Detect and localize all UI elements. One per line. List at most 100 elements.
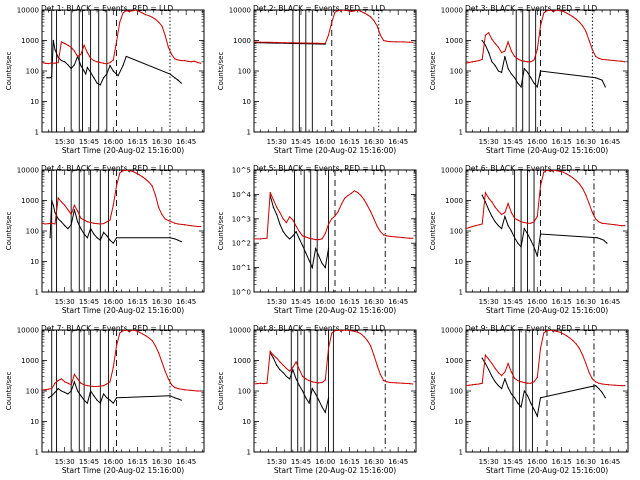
lld-point (510, 50, 512, 52)
lld-point (488, 358, 490, 360)
events-point (501, 387, 503, 390)
lld-point (520, 381, 522, 383)
events-point (539, 70, 542, 72)
lld-point (141, 176, 144, 178)
lld-point (501, 213, 503, 216)
lld-point (83, 44, 85, 46)
lld-point (501, 374, 503, 377)
lld-point (562, 333, 564, 335)
y-tick-label: 100 (450, 388, 463, 396)
lld-point (167, 219, 169, 222)
events-point (73, 209, 75, 211)
events-point (520, 86, 522, 88)
lld-point (624, 385, 626, 387)
detector-panel-3: Det 3: BLACK = Events, RED = LLD 1 10 100 10… (429, 4, 629, 155)
lld-point (83, 219, 85, 221)
lld-point (305, 236, 307, 238)
events-point (539, 233, 542, 235)
events-line (481, 40, 606, 89)
x-tick-label: 16:30 (576, 138, 596, 146)
y-tick-label: 1 (35, 129, 39, 137)
lld-point (389, 235, 391, 237)
lld-point (572, 177, 574, 179)
lld-point (51, 62, 53, 64)
x-axis-label: Start Time (20-Aug-02 15:16:00) (62, 466, 184, 475)
y-tick-label: 10^0 (232, 289, 251, 297)
lld-point (598, 57, 600, 59)
lld-point (316, 42, 318, 44)
lld-point (408, 237, 411, 239)
x-tick-label: 16:00 (315, 138, 335, 146)
events-point (90, 390, 92, 392)
y-tick-label: 1 (35, 289, 39, 297)
lld-point (340, 10, 343, 11)
lld-point (379, 230, 381, 233)
y-tick-label: 10^4 (232, 191, 252, 199)
y-tick-label: 100 (450, 68, 463, 76)
events-point (93, 395, 95, 397)
plot-area (466, 330, 626, 452)
lld-point (200, 62, 202, 64)
lld-point (582, 25, 584, 27)
lld-point (47, 388, 50, 390)
lld-point (164, 218, 166, 220)
lld-point (337, 210, 339, 213)
x-tick-label: 16:30 (364, 138, 384, 146)
lld-point (575, 18, 577, 20)
events-point (526, 71, 529, 73)
lld-point (187, 60, 189, 62)
events-point (80, 395, 82, 397)
lld-point (135, 172, 137, 174)
lld-point (259, 41, 262, 43)
y-tick-label: 1000 (445, 357, 463, 365)
events-point (494, 65, 496, 67)
lld-point (539, 347, 542, 349)
y-tick-label: 10000 (229, 327, 251, 335)
events-point (54, 391, 56, 393)
y-tick-label: 10000 (17, 7, 39, 15)
lld-point (491, 201, 493, 203)
y-tick-label: 10000 (441, 167, 463, 175)
events-point (318, 399, 320, 401)
lld-point (376, 364, 378, 366)
events-point (169, 237, 171, 239)
events-point (52, 204, 54, 206)
panel-title: Det 3: BLACK = Events, RED = LLD (465, 4, 597, 13)
lld-point (80, 382, 82, 384)
lld-point (138, 331, 140, 333)
lld-point (145, 14, 147, 16)
lld-point (353, 190, 356, 192)
lld-point (620, 60, 623, 62)
lld-point (569, 175, 571, 177)
panel-title: Det 9: BLACK = Events, RED = LLD (465, 324, 597, 333)
lld-point (468, 384, 470, 386)
lld-point (67, 44, 69, 46)
lld-point (523, 221, 525, 224)
lld-point (106, 221, 108, 223)
events-point (604, 86, 606, 88)
lld-point (520, 221, 522, 223)
lld-point (620, 385, 623, 387)
events-point (327, 248, 330, 250)
events-point (106, 397, 108, 399)
lld-point (471, 384, 474, 386)
lld-point (70, 384, 72, 386)
lld-point (289, 216, 291, 218)
lld-point (132, 170, 134, 172)
lld-point (484, 354, 487, 356)
lld-point (386, 235, 388, 237)
x-tick-label: 15:45 (291, 138, 311, 146)
events-point (49, 237, 51, 239)
plot-area (466, 170, 626, 292)
panel-title: Det 2: BLACK = Events, RED = LLD (253, 4, 385, 13)
lld-point (601, 222, 603, 224)
events-point (488, 52, 490, 54)
lld-point (347, 194, 349, 197)
events-point (530, 239, 532, 241)
lld-point (174, 58, 176, 60)
lld-point (80, 53, 82, 56)
events-point (517, 402, 519, 404)
lld-point (565, 12, 568, 14)
lld-point (556, 170, 558, 172)
lld-point (497, 46, 499, 48)
